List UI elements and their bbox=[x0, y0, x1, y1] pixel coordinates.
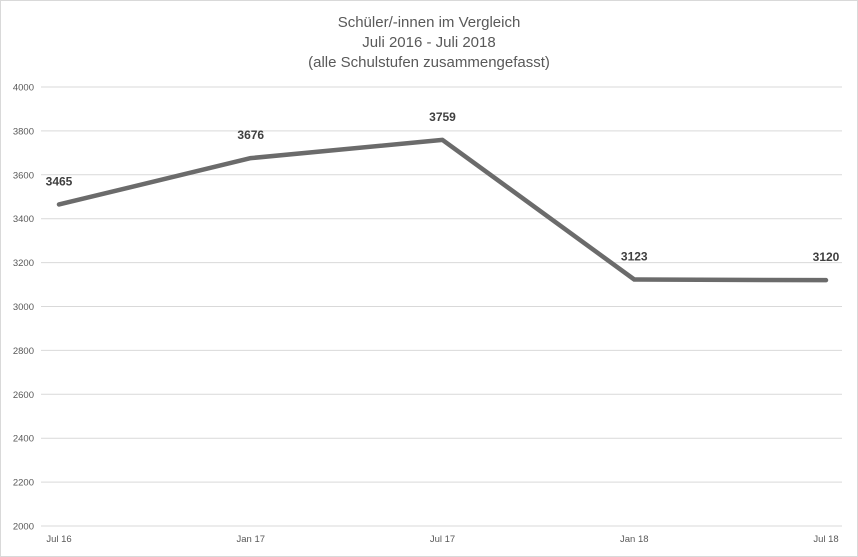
x-tick-label: Jul 16 bbox=[46, 534, 71, 545]
series-line bbox=[56, 137, 829, 283]
series-layer bbox=[56, 137, 829, 283]
x-tick-label: Jan 17 bbox=[236, 534, 265, 545]
chart-subtitle-line-2: (alle Schulstufen zusammengefasst) bbox=[308, 54, 550, 71]
y-tick-label: 4000 bbox=[13, 83, 34, 94]
chart-title: Schüler/-innen im Vergleich bbox=[337, 14, 521, 31]
y-tick-label: 3600 bbox=[13, 170, 34, 181]
y-tick-label: 3800 bbox=[13, 126, 34, 137]
data-label: 3120 bbox=[813, 250, 840, 264]
chart-title-block: Schüler/-innen im Vergleich Juli 2016 - … bbox=[1, 13, 857, 73]
y-tick-label: 3000 bbox=[13, 302, 34, 313]
y-tick-label: 2800 bbox=[13, 346, 34, 357]
data-label: 3465 bbox=[46, 174, 73, 188]
y-tick-label: 2200 bbox=[13, 478, 34, 489]
y-tick-label: 3400 bbox=[13, 214, 34, 225]
y-tick-label: 2000 bbox=[13, 522, 34, 533]
grid-lines bbox=[41, 86, 842, 527]
y-tick-label: 3200 bbox=[13, 258, 34, 269]
data-labels: 3465 3676 3759 3123 3120 bbox=[46, 110, 840, 264]
y-tick-label: 2600 bbox=[13, 390, 34, 401]
x-tick-label: Jan 18 bbox=[620, 534, 649, 545]
data-label: 3676 bbox=[237, 128, 264, 142]
data-label: 3123 bbox=[621, 250, 648, 264]
x-tick-label: Jul 17 bbox=[430, 534, 455, 545]
data-label: 3759 bbox=[429, 110, 456, 124]
y-tick-label: 2400 bbox=[13, 434, 34, 445]
chart-subtitle-line-1: Juli 2016 - Juli 2018 bbox=[362, 34, 496, 51]
x-tick-label: Jul 18 bbox=[813, 534, 838, 545]
y-axis-tick-labels: 2000 2200 2400 2600 2800 3000 3200 3400 3600 3800… bbox=[13, 83, 34, 533]
x-axis-tick-labels: Jul 16 Jan 17 Jul 17 Jan 18 Jul 18 bbox=[46, 534, 838, 545]
